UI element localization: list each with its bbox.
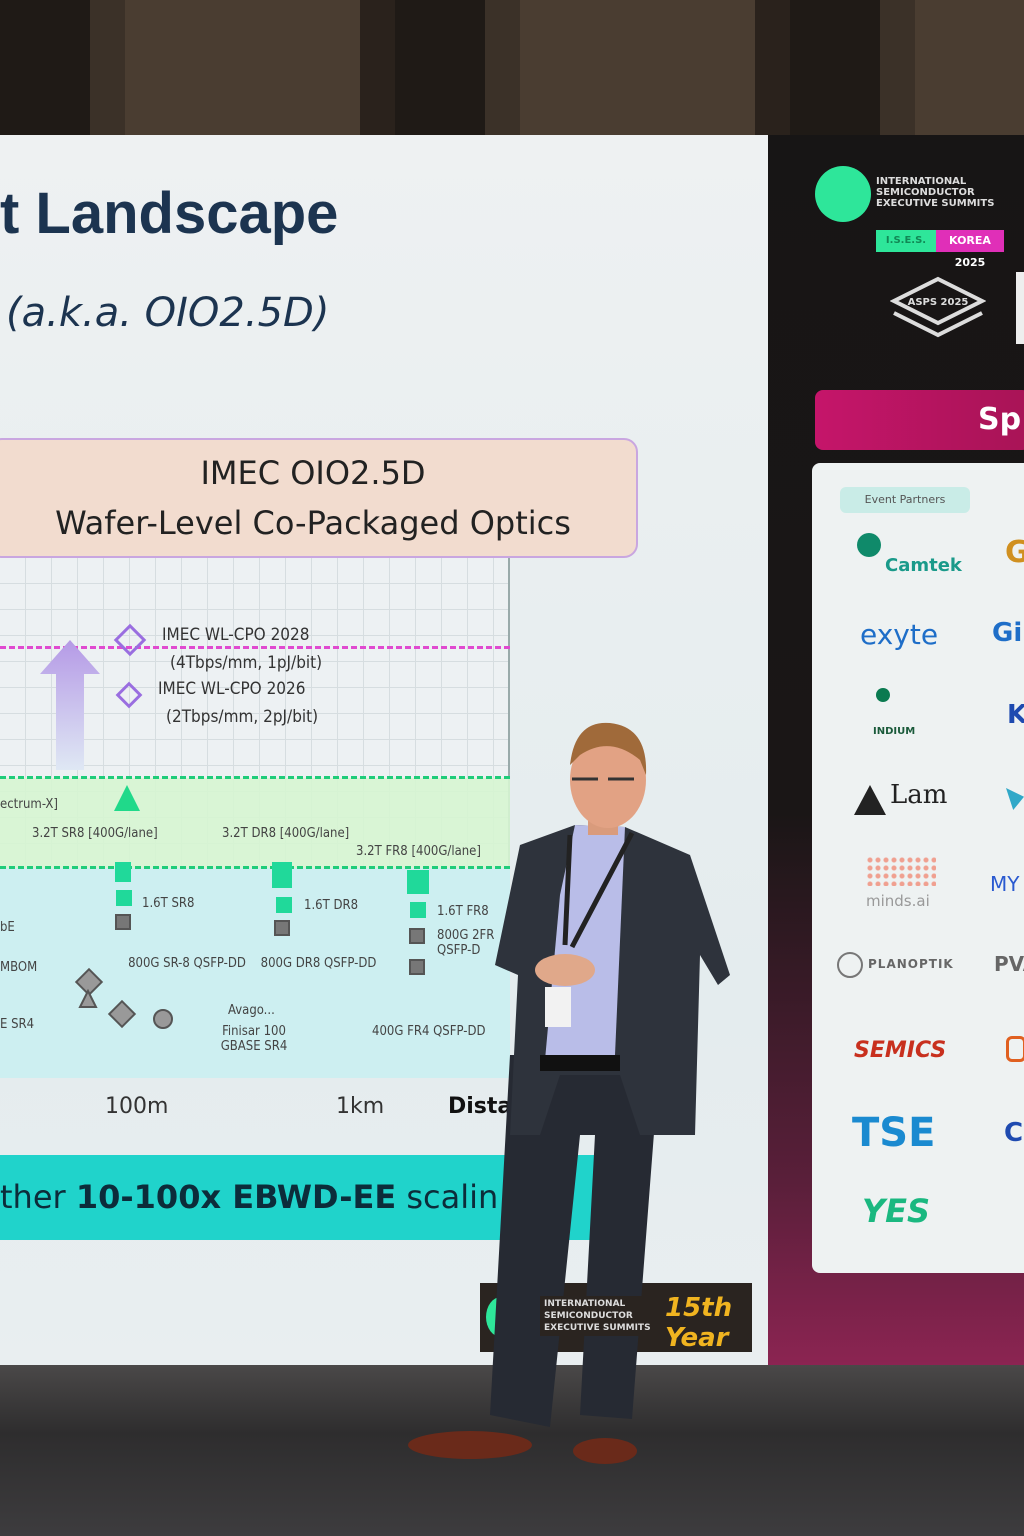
sponsor-logo-partial-icon bbox=[1006, 1036, 1024, 1062]
speaker-hands bbox=[535, 954, 595, 986]
korea-badge: KOREA 2025 bbox=[936, 230, 1004, 269]
diamond-markers-icon bbox=[113, 623, 147, 709]
marker bbox=[274, 920, 290, 936]
up-arrow-icon bbox=[40, 640, 100, 770]
slide-title: t Landscape bbox=[0, 181, 339, 246]
marker bbox=[409, 928, 425, 944]
annotation: bE bbox=[0, 920, 15, 935]
annotation: 800G SR-8 QSFP-DD bbox=[128, 956, 246, 971]
gray-markers-icon bbox=[74, 967, 173, 1029]
ises-title: INTERNATIONAL SEMICONDUCTOR EXECUTIVE SU… bbox=[876, 176, 995, 209]
sponsor-logo-partial: MY bbox=[990, 872, 1020, 896]
sponsor-logo-semics: SEMICS bbox=[854, 1038, 947, 1063]
annotation: MBOM bbox=[0, 960, 38, 975]
x-tick-label: 1km bbox=[336, 1094, 385, 1119]
sponsor-logo-partial: C bbox=[1004, 1118, 1024, 1148]
sponsor-logo-exyte: exyte bbox=[860, 618, 939, 651]
ises-badge: I.S.E.S. bbox=[876, 230, 936, 252]
sponsor-logo-tse: TSE bbox=[852, 1110, 936, 1156]
annotation: IMEC WL-CPO 2028 bbox=[162, 625, 310, 645]
right-shoe bbox=[573, 1438, 637, 1464]
annotation: 800G DR8 QSFP-DD bbox=[260, 956, 377, 971]
green-dashed-line bbox=[0, 866, 510, 869]
marker bbox=[115, 862, 131, 882]
speaker-figure bbox=[408, 722, 730, 1464]
banner-text: scalin bbox=[396, 1178, 499, 1216]
annotation: (4Tbps/mm, 1pJ/bit) bbox=[170, 653, 323, 673]
annotation: Finisar 100 GBASE SR4 bbox=[220, 1024, 288, 1054]
marker bbox=[410, 902, 426, 918]
lam-logo-icon bbox=[854, 785, 886, 815]
annotation: 3.2T FR8 [400G/lane] bbox=[356, 844, 481, 859]
x-axis-label: Dista bbox=[448, 1094, 513, 1119]
annotation: ectrum-X] bbox=[0, 797, 58, 812]
partial-logo bbox=[1016, 272, 1024, 344]
annotation: 3.2T SR8 [400G/lane] bbox=[32, 826, 158, 841]
asps-logo-icon: ASPS 2025 bbox=[890, 276, 986, 338]
annotation: 1.6T FR8 bbox=[437, 904, 489, 919]
marker bbox=[409, 959, 425, 975]
sponsor-logo-camtek: Camtek bbox=[885, 555, 962, 576]
magenta-dashed-line bbox=[0, 646, 510, 649]
speaker-hair bbox=[570, 722, 647, 775]
indium-logo-icon bbox=[876, 688, 890, 702]
marker bbox=[115, 914, 131, 930]
background-wall bbox=[0, 0, 1024, 140]
sponsor-logo-partial: K bbox=[1007, 700, 1024, 730]
name-badge bbox=[545, 987, 571, 1027]
triangle-marker-icon bbox=[114, 785, 140, 811]
marker bbox=[276, 897, 292, 913]
imec-title-box: IMEC OIO2.5D Wafer-Level Co-Packaged Opt… bbox=[0, 438, 638, 558]
sponsors-heading: Sp bbox=[815, 390, 1024, 450]
marker bbox=[407, 870, 429, 894]
sponsor-logo-yes: YES bbox=[862, 1192, 931, 1230]
annotation: 3.2T DR8 [400G/lane] bbox=[222, 826, 350, 841]
annotation: IMEC WL-CPO 2026 bbox=[158, 679, 306, 699]
sponsor-logo-partial: G bbox=[1005, 535, 1024, 570]
planoptik-logo-icon bbox=[837, 952, 863, 978]
marker bbox=[272, 862, 292, 888]
green-band bbox=[0, 778, 510, 868]
anniversary-badge: 15th Year bbox=[665, 1293, 733, 1353]
annotation: E SR4 bbox=[0, 1017, 35, 1032]
sponsor-logo-indium: INDIUM bbox=[873, 726, 916, 737]
sponsor-logo-partial: PVA bbox=[994, 952, 1024, 976]
slide-subtitle: (a.k.a. OIO2.5D) bbox=[6, 290, 330, 336]
footer-logo-text: INTERNATIONAL SEMICONDUCTOR EXECUTIVE SU… bbox=[540, 1296, 660, 1336]
banner-text: ther bbox=[0, 1178, 76, 1216]
annotation: 1.6T DR8 bbox=[304, 898, 359, 913]
left-shoe bbox=[408, 1431, 532, 1459]
asps-text: ASPS 2025 bbox=[908, 297, 969, 308]
sponsor-logo-planoptik: PLANOPTIK bbox=[868, 957, 954, 971]
mindsai-logo-icon bbox=[866, 856, 936, 886]
belt bbox=[540, 1055, 620, 1071]
annotation: 400G FR4 QSFP-DD bbox=[372, 1024, 486, 1039]
green-dashed-line bbox=[0, 776, 510, 779]
imec-box-line2: Wafer-Level Co-Packaged Optics bbox=[55, 504, 571, 542]
annotation: Avago... bbox=[228, 1003, 275, 1018]
event-partners-label: Event Partners bbox=[840, 487, 970, 513]
sponsor-logo-partial: Gi bbox=[992, 618, 1023, 648]
x-tick-label: 100m bbox=[105, 1094, 169, 1119]
camtek-logo-icon bbox=[857, 533, 881, 557]
annotation: 800G 2FR QSFP-D bbox=[437, 928, 495, 958]
banner-bold-text: 10-100x EBWD-EE bbox=[75, 1178, 397, 1216]
imec-box-line1: IMEC OIO2.5D bbox=[200, 454, 426, 492]
ises-logo-icon bbox=[815, 166, 871, 222]
annotation: (2Tbps/mm, 2pJ/bit) bbox=[166, 707, 319, 727]
sponsor-logo-lam: Lam bbox=[890, 780, 948, 810]
sponsor-logo-mindsai: minds.ai bbox=[866, 892, 930, 910]
annotation: 1.6T SR8 bbox=[142, 896, 195, 911]
marker bbox=[116, 890, 132, 906]
